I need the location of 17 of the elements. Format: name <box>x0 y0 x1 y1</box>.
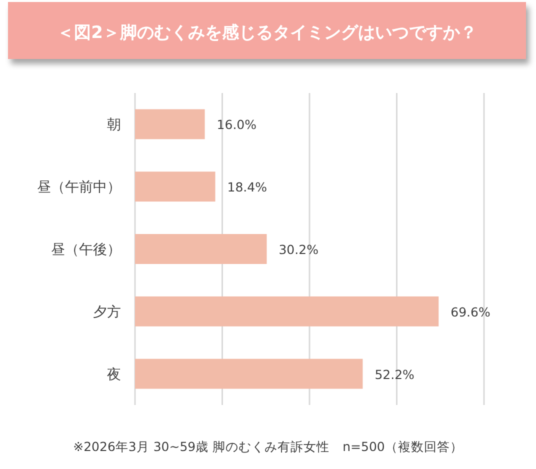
bar <box>135 234 267 264</box>
data-label: 30.2% <box>278 242 319 257</box>
text: ※2026年3月 30~59歳 脚のむくみ有訴女性 n=500（複数回答） <box>73 439 463 454</box>
bar <box>135 109 205 140</box>
chart-title: ＜図2＞脚のむくみを感じるタイミングはいつですか？ <box>57 23 477 43</box>
y-tick-label: 昼（午前中） <box>37 180 121 196</box>
bar <box>135 358 363 389</box>
y-tick-label: 朝 <box>107 117 121 134</box>
bar <box>135 172 216 202</box>
y-tick-label: 夕方 <box>93 304 121 320</box>
data-label: 69.6% <box>450 304 490 320</box>
data-label: 18.4% <box>227 180 268 195</box>
data-label: 52.2% <box>374 366 415 382</box>
data-label: 16.0% <box>216 117 257 132</box>
bar <box>135 296 439 326</box>
y-tick-label: 夜 <box>107 366 121 383</box>
y-tick-label: 昼（午後） <box>51 242 121 258</box>
